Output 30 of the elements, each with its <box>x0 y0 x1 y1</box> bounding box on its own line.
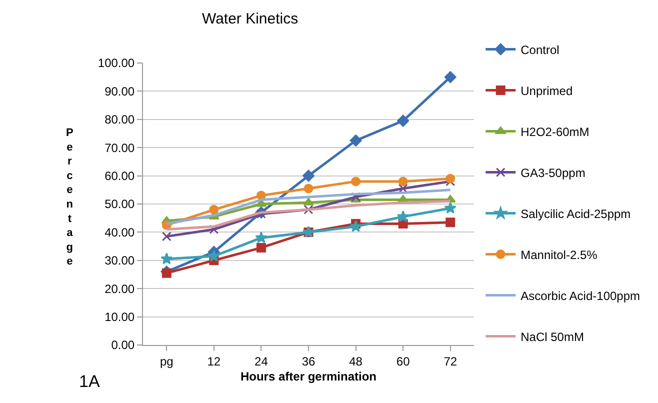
x-tick-label: 72 <box>444 354 458 368</box>
text: 1A <box>79 372 100 391</box>
y-tick-label: 60.00 <box>104 169 135 183</box>
x-tick-label: 60 <box>396 354 410 368</box>
legend-label: Unprimed <box>520 84 573 98</box>
y-tick-label: 50.00 <box>104 197 135 212</box>
legend-label: GA3-50ppm <box>520 166 586 180</box>
text: Percentage <box>66 127 74 268</box>
chart-title: Water Kinetics <box>202 10 298 28</box>
y-tick-label: 0.00 <box>111 338 135 352</box>
y-tick-label: 100.00 <box>98 56 135 70</box>
legend-label: Control <box>520 42 560 57</box>
y-tick-label: 80.00 <box>104 112 135 127</box>
legend-label: Mannitol-2.5% <box>520 248 598 262</box>
legend-label: Ascorbic Acid-100ppm <box>520 288 640 303</box>
legend-label: H2O2-60mM <box>520 124 590 139</box>
y-tick-label: 30.00 <box>104 254 135 268</box>
x-tick-label: 24 <box>254 354 268 368</box>
y-tick-label: 10.00 <box>104 310 135 324</box>
legend-label: NaCl 50mM <box>520 330 584 344</box>
y-tick-label: 70.00 <box>104 140 135 155</box>
x-axis-title: Hours after germination <box>240 369 377 384</box>
x-tick-label: 48 <box>349 354 363 368</box>
y-tick-label: 90.00 <box>104 84 135 98</box>
x-tick-label: pg <box>160 354 174 368</box>
x-tick-label: 36 <box>302 354 316 368</box>
y-tick-label: 40.00 <box>104 225 135 240</box>
y-tick-label: 20.00 <box>104 282 135 296</box>
x-tick-label: 12 <box>207 354 221 368</box>
legend-label: Salycilic Acid-25ppm <box>520 206 631 221</box>
